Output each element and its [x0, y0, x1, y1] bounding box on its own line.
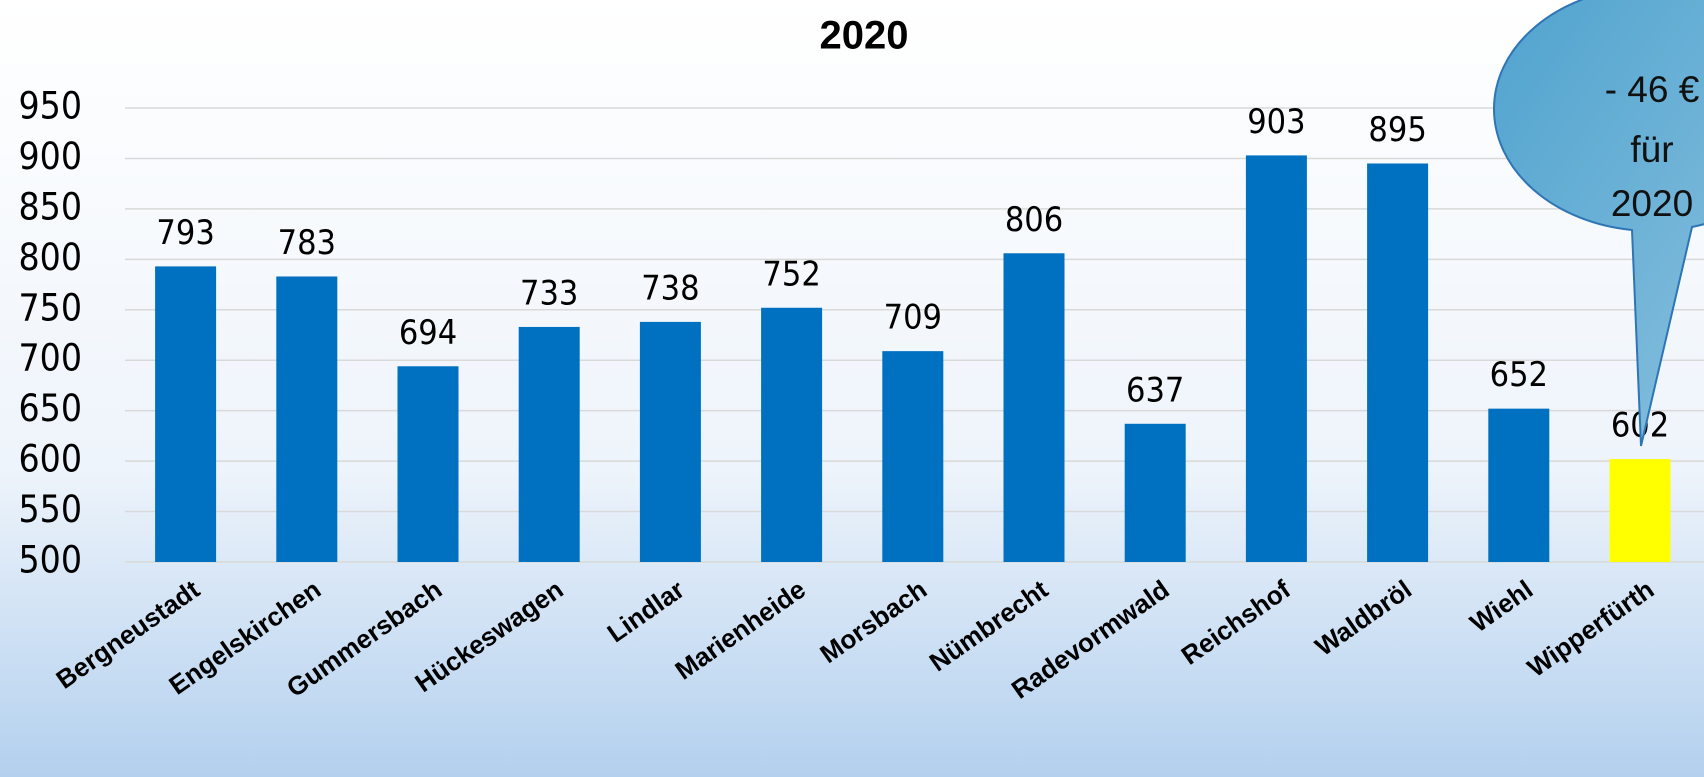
value-label: 783	[278, 223, 336, 263]
value-label: 637	[1126, 370, 1184, 410]
callout-text: - 46 €	[1605, 69, 1700, 110]
bar	[397, 366, 459, 562]
bar	[1124, 423, 1186, 562]
y-tick-label: 800	[18, 236, 82, 279]
callout-bubble	[1492, 0, 1704, 447]
bar	[1488, 408, 1550, 562]
y-tick-label: 500	[18, 539, 82, 582]
y-tick-label: 850	[18, 185, 82, 228]
value-label: 806	[1005, 200, 1063, 240]
value-label: 793	[156, 213, 214, 253]
bar	[1609, 459, 1671, 562]
bar	[882, 351, 944, 562]
y-tick-label: 700	[18, 337, 82, 380]
value-label: 733	[520, 273, 578, 313]
value-label: 752	[762, 254, 820, 294]
bar	[276, 276, 338, 562]
y-tick-label: 750	[18, 286, 82, 329]
callout-text: für	[1630, 129, 1673, 170]
chart-title: 2020	[820, 14, 909, 58]
bar	[1003, 253, 1065, 562]
value-label: 895	[1368, 110, 1426, 150]
bar	[1367, 163, 1429, 562]
y-tick-label: 600	[18, 438, 82, 481]
value-label: 652	[1490, 355, 1548, 395]
bar	[761, 307, 823, 562]
y-tick-label: 550	[18, 488, 82, 531]
bar	[155, 266, 217, 562]
bar	[1245, 155, 1307, 562]
y-tick-label: 900	[18, 135, 82, 178]
value-label: 738	[641, 268, 699, 308]
y-tick-label: 650	[18, 387, 82, 430]
bar	[518, 326, 580, 562]
callout-text: 2020	[1611, 183, 1693, 224]
value-label: 694	[399, 313, 457, 353]
y-tick-label: 950	[18, 85, 82, 128]
value-label: 709	[884, 298, 942, 338]
value-label: 903	[1247, 102, 1305, 142]
bar	[639, 321, 701, 562]
